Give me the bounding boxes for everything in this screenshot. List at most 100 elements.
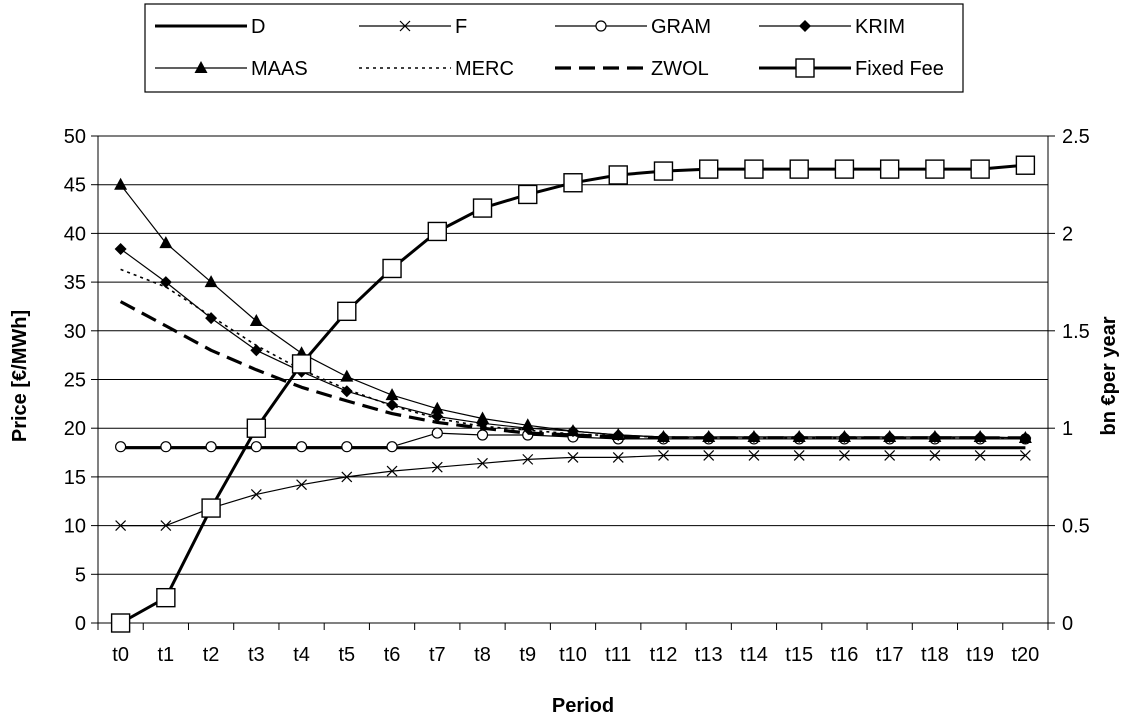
data-point-fixed-fee bbox=[472, 198, 493, 218]
gridlines bbox=[98, 135, 1048, 575]
legend-label: MAAS bbox=[251, 58, 308, 80]
data-point-f bbox=[658, 450, 669, 461]
x-tick-label: t7 bbox=[429, 644, 446, 666]
x-tick-label: t3 bbox=[248, 644, 265, 666]
data-point-fixed-fee bbox=[608, 165, 628, 185]
data-point-f bbox=[703, 450, 715, 461]
data-point-fixed-fee bbox=[156, 587, 176, 608]
data-point-fixed-fee bbox=[246, 418, 267, 438]
data-point-f bbox=[115, 520, 127, 532]
y2-tick-label: 2 bbox=[1062, 223, 1073, 245]
y-tick-label: 5 bbox=[75, 564, 86, 586]
data-point-fixed-fee bbox=[337, 301, 357, 322]
y2-tick-label: 0.5 bbox=[1062, 516, 1090, 538]
legend-item-maas: MAAS bbox=[155, 58, 308, 80]
data-point-maas bbox=[521, 418, 535, 431]
data-point-f bbox=[522, 453, 534, 465]
data-point-fixed-fee bbox=[382, 258, 402, 279]
x-tick-label: t6 bbox=[384, 644, 401, 666]
x-tick-label: t20 bbox=[1011, 644, 1039, 666]
series-line-zwol bbox=[119, 300, 1026, 440]
data-point-maas bbox=[340, 369, 354, 382]
data-point-f bbox=[341, 471, 353, 483]
legend-label: F bbox=[455, 16, 467, 38]
data-point-f bbox=[431, 461, 443, 473]
data-point-fixed-fee bbox=[1015, 155, 1036, 175]
data-point-fixed-fee bbox=[201, 498, 221, 518]
series-zwol bbox=[119, 300, 1026, 440]
legend-item-d: D bbox=[155, 16, 265, 38]
data-point-gram bbox=[341, 441, 353, 453]
y2-tick-label: 1.5 bbox=[1062, 321, 1090, 343]
x-tick-label: t2 bbox=[203, 644, 220, 666]
x-tick-label: t17 bbox=[876, 644, 904, 666]
legend-label: ZWOL bbox=[651, 58, 709, 80]
legend-item-fixed-fee: Fixed Fee bbox=[759, 58, 944, 80]
data-point-krim bbox=[159, 276, 172, 289]
legend-box bbox=[144, 3, 964, 93]
x-tick-label: t12 bbox=[650, 644, 678, 666]
data-point-f bbox=[386, 465, 398, 477]
data-point-fixed-fee bbox=[789, 159, 809, 179]
legend-item-zwol: ZWOL bbox=[555, 58, 709, 80]
x-tick-label: t9 bbox=[519, 644, 536, 666]
data-point-maas bbox=[385, 388, 399, 401]
y-tick-label: 0 bbox=[75, 613, 86, 635]
data-point-f bbox=[296, 479, 307, 491]
legend-label: KRIM bbox=[855, 16, 905, 38]
data-point-gram bbox=[476, 429, 489, 441]
legend-label: Fixed Fee bbox=[855, 58, 944, 80]
legend-label: GRAM bbox=[651, 16, 711, 38]
data-point-maas bbox=[114, 177, 128, 190]
data-point-gram bbox=[115, 441, 127, 453]
axes: 0 5 10 15 20 25 30 35 40 45 50 0 0.5 1 1.5 2 2.5 t0 t1 t2 t3… bbox=[64, 126, 1090, 666]
data-point-maas bbox=[973, 429, 987, 442]
x-tick-label: t18 bbox=[921, 644, 949, 666]
data-point-f bbox=[160, 520, 172, 532]
data-point-fixed-fee bbox=[699, 159, 719, 179]
y-tick-label: 25 bbox=[64, 370, 86, 392]
data-point-fixed-fee bbox=[834, 159, 855, 179]
x-tick-label: t5 bbox=[338, 644, 355, 666]
series-fixed-fee bbox=[110, 155, 1036, 633]
x-tick-label: t1 bbox=[158, 644, 175, 666]
legend-label: D bbox=[251, 16, 265, 38]
data-point-gram bbox=[250, 441, 262, 453]
y2-tick-label: 0 bbox=[1062, 613, 1073, 635]
legend-marker bbox=[595, 20, 607, 32]
data-point-fixed-fee bbox=[110, 613, 131, 633]
x-tick-label: t19 bbox=[966, 644, 994, 666]
data-point-f bbox=[884, 450, 896, 461]
legend-marker bbox=[795, 58, 815, 78]
x-tick-label: t10 bbox=[559, 644, 587, 666]
y-tick-label: 45 bbox=[64, 175, 86, 197]
data-point-fixed-fee bbox=[925, 159, 945, 179]
data-point-maas bbox=[1018, 430, 1032, 443]
data-point-f bbox=[1019, 450, 1031, 461]
data-point-maas bbox=[204, 275, 218, 288]
series-krim bbox=[114, 242, 1032, 444]
data-point-fixed-fee bbox=[427, 221, 447, 242]
legend-marker bbox=[194, 61, 208, 73]
legend-marker bbox=[799, 20, 811, 32]
legend-item-merc: MERC bbox=[359, 58, 514, 80]
data-point-f bbox=[793, 450, 805, 461]
y-axis-title: Price [€/MWh] bbox=[9, 310, 31, 442]
data-point-fixed-fee bbox=[653, 161, 674, 181]
x-tick-label: t16 bbox=[831, 644, 859, 666]
legend-item-krim: KRIM bbox=[759, 16, 905, 38]
data-point-gram bbox=[386, 441, 398, 453]
legend: D F GRAM KRIM MAAS MERC ZWOL Fixed Fee bbox=[144, 3, 964, 93]
legend-item-gram: GRAM bbox=[555, 16, 711, 38]
y2-axis-title: bn €per year bbox=[1098, 316, 1120, 435]
data-point-maas bbox=[159, 236, 173, 249]
data-point-f bbox=[839, 450, 850, 461]
data-point-gram bbox=[431, 427, 443, 439]
data-point-fixed-fee bbox=[518, 184, 538, 205]
x-tick-label: t13 bbox=[695, 644, 723, 666]
series-layer bbox=[110, 155, 1036, 633]
y2-tick-label: 2.5 bbox=[1062, 126, 1090, 148]
y-tick-label: 10 bbox=[64, 516, 86, 538]
data-point-fixed-fee bbox=[291, 354, 312, 374]
y-tick-label: 40 bbox=[64, 223, 86, 245]
